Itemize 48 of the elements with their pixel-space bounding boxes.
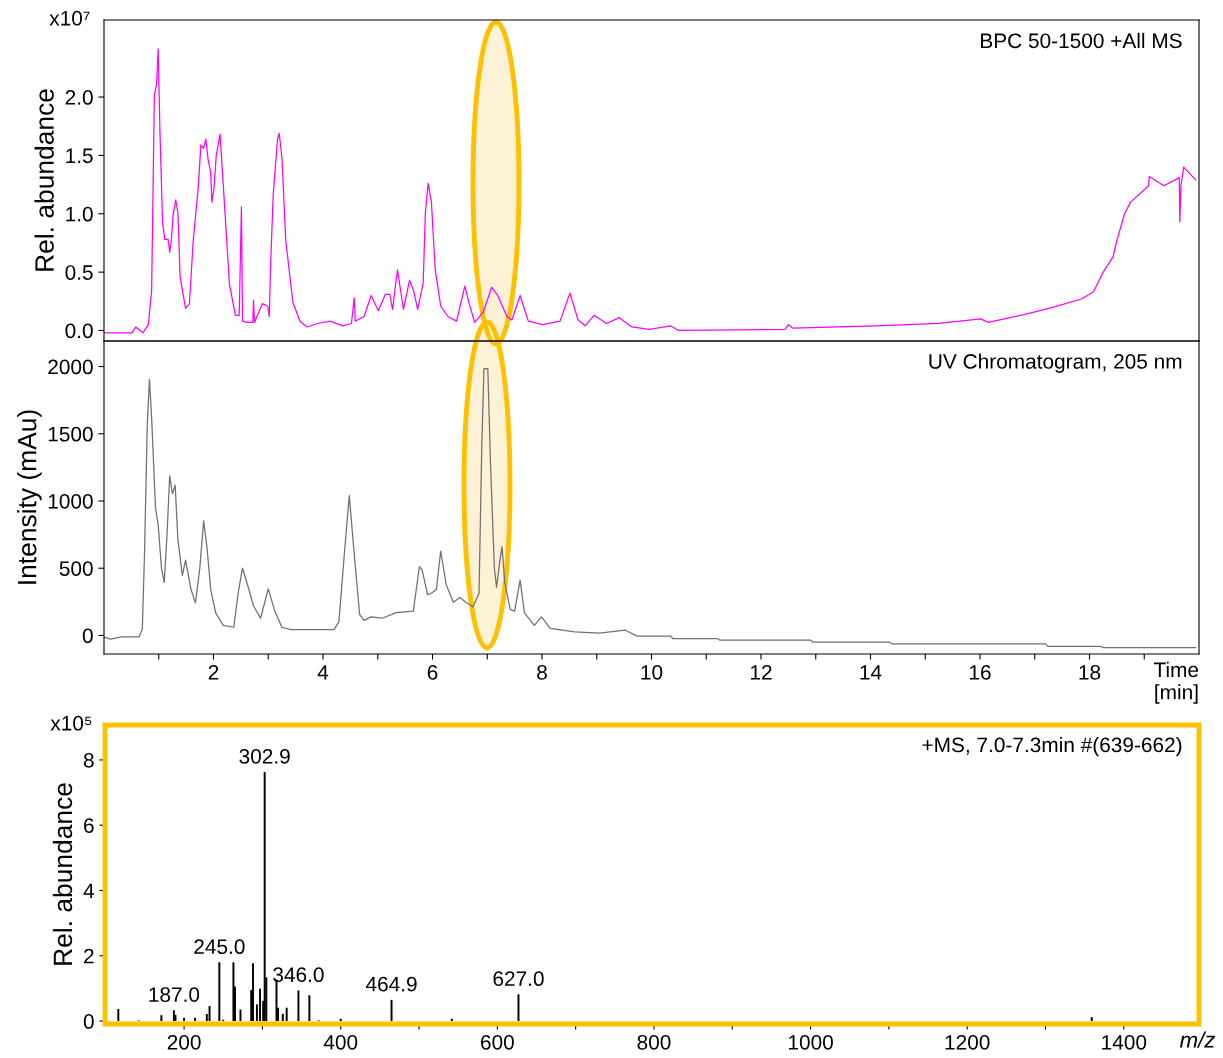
x-tick-label: 8 — [537, 664, 547, 680]
x-tick-label: 1200 — [945, 1034, 990, 1050]
y-tick-label: 1000 — [48, 494, 93, 509]
annotation: 187.0 — [149, 987, 200, 1003]
y-tick-label: 0.5 — [65, 265, 93, 280]
y-tick-label: 1.0 — [66, 206, 93, 222]
x-tick-label: 1400 — [1102, 1034, 1147, 1050]
y-axis-title: Rel. abundance — [34, 89, 54, 271]
x-tick-label: 1000 — [789, 1034, 833, 1050]
y-tick-label: 2.0 — [65, 90, 93, 105]
text: +MS, 7.0-7.3min #(639-662) — [922, 736, 1182, 757]
y-tick-label: 0 — [83, 1014, 94, 1029]
y-tick-label: 1.5 — [66, 148, 93, 164]
y-tick-label: 0.0 — [65, 323, 93, 339]
annotation: 627.0 — [493, 971, 544, 987]
x-tick-label: 800 — [637, 1034, 671, 1050]
x-tick-label: 400 — [323, 1034, 358, 1050]
x-tick-label: 6 — [427, 664, 438, 680]
x-tick-label: 14 — [860, 665, 882, 680]
x-tick-label: 16 — [970, 664, 991, 680]
x-axis-title: m/z — [1179, 1031, 1216, 1048]
y-tick-label: 4 — [83, 883, 94, 899]
y-tick-label: 500 — [59, 561, 93, 576]
y-tick-label: 6 — [84, 818, 94, 833]
text: x10⁷ — [49, 10, 90, 26]
y-axis-title: Intensity (mAu) — [17, 410, 42, 584]
text: UV Chromatogram, 205 nm — [929, 353, 1182, 373]
x-tick-label: 2 — [208, 664, 219, 680]
x-tick-label: 12 — [751, 664, 772, 680]
annotation: 346.0 — [273, 967, 324, 983]
x-tick-label: 10 — [641, 664, 663, 680]
x-tick-label: 4 — [317, 665, 329, 680]
x-tick-label: 200 — [167, 1034, 201, 1050]
annotation: 464.9 — [365, 976, 417, 992]
chart-title: BPC 50-1500 +All MS — [981, 32, 1182, 49]
line-series — [104, 48, 1197, 334]
y-tick-label: 0 — [82, 628, 93, 644]
y-tick-label: 1500 — [48, 426, 93, 442]
y-tick-label: 2000 — [48, 359, 93, 375]
x-axis-title: Time [min] — [1153, 661, 1199, 704]
annotation: 245.0 — [194, 939, 245, 955]
x-tick-label: 18 — [1079, 664, 1101, 680]
y-tick-label: 8 — [83, 752, 94, 768]
x-tick-label: 600 — [481, 1034, 514, 1050]
text: x10⁵ — [50, 715, 92, 731]
annotation: 302.9 — [239, 748, 290, 764]
y-axis-title: Rel. abundance — [52, 783, 73, 965]
y-tick-label: 2 — [84, 948, 94, 964]
